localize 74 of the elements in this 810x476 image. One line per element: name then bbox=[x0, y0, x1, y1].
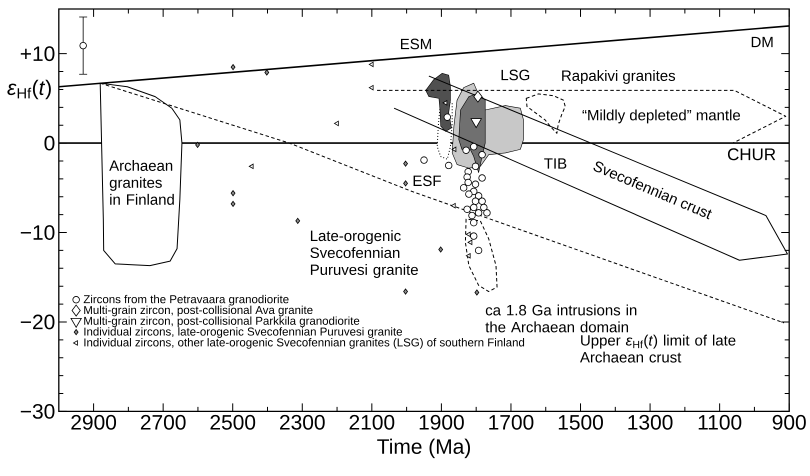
legend-label: Multi-grain zircon, post-collisional Ava granite bbox=[84, 305, 313, 316]
annotation: ESF bbox=[414, 175, 441, 186]
x-tick-label: 2500 bbox=[210, 414, 256, 430]
point bbox=[465, 190, 473, 198]
x-tick-label: 2300 bbox=[280, 414, 325, 430]
point bbox=[478, 174, 486, 182]
point bbox=[230, 64, 236, 70]
point bbox=[444, 113, 451, 121]
point bbox=[468, 239, 472, 245]
legend-label: Individual zircons, other late-orogenic Svecofennian granites (LSG) of southern Finland bbox=[84, 338, 524, 348]
annotation: Rapakivi granites bbox=[562, 70, 676, 84]
x-tick-label: 1700 bbox=[489, 414, 534, 430]
point bbox=[470, 142, 478, 150]
annotation: Late-orogenic Svecofennian Puruvesi granite bbox=[310, 230, 418, 278]
point bbox=[334, 120, 339, 126]
y-tick-label: −30 bbox=[20, 404, 54, 419]
point bbox=[466, 231, 471, 237]
point bbox=[368, 84, 374, 90]
point bbox=[463, 205, 471, 213]
point bbox=[470, 204, 478, 211]
point bbox=[473, 90, 482, 102]
x-tick-label: 1300 bbox=[628, 414, 673, 430]
annotation: DM bbox=[752, 36, 773, 47]
point bbox=[474, 289, 480, 296]
point bbox=[403, 160, 408, 166]
point bbox=[478, 150, 486, 158]
legend-label: Individual zircons, late-orogenic Svecofennian Puruvesi granite bbox=[84, 327, 402, 338]
point bbox=[195, 142, 200, 148]
point bbox=[472, 180, 480, 188]
point bbox=[452, 146, 456, 152]
point bbox=[438, 246, 444, 252]
ref-line-label: CHUR bbox=[728, 148, 776, 160]
y-tick-label: −10 bbox=[20, 224, 54, 240]
annotation: TIB bbox=[544, 158, 566, 168]
point bbox=[462, 146, 470, 154]
y-axis-title: ε$_{Hf}$(t) bbox=[7, 79, 51, 99]
point bbox=[474, 208, 482, 216]
point bbox=[445, 162, 452, 169]
point bbox=[79, 42, 87, 50]
point bbox=[295, 218, 300, 224]
y-tick-label: +10 bbox=[20, 46, 54, 61]
y-tick-label: 0 bbox=[44, 135, 54, 150]
point bbox=[403, 180, 408, 186]
x-tick-label: 2900 bbox=[71, 414, 116, 430]
point bbox=[403, 288, 408, 294]
point bbox=[472, 162, 480, 170]
x-tick-label: 1900 bbox=[420, 414, 464, 430]
point bbox=[450, 202, 456, 208]
legend-label: Multi-grain zircon, post-collisional Parkkila granodiorite bbox=[84, 316, 360, 327]
x-tick-label: 2100 bbox=[350, 414, 394, 430]
point bbox=[470, 232, 478, 240]
point bbox=[442, 100, 448, 106]
point bbox=[368, 62, 374, 67]
point bbox=[230, 190, 236, 196]
annotation: “Mildly depleted” mantle bbox=[582, 109, 740, 124]
x-axis-title: Time (Ma) bbox=[377, 438, 470, 458]
point bbox=[468, 212, 476, 219]
point bbox=[483, 208, 491, 216]
point bbox=[464, 178, 472, 186]
annotation: Upper ε$_{Hf}$(t) limit of late Archaean crust bbox=[580, 334, 736, 362]
y-tick-label: −20 bbox=[20, 314, 54, 330]
x-tick-label: 900 bbox=[772, 414, 806, 430]
point bbox=[466, 252, 471, 258]
x-tick-label: 2700 bbox=[140, 414, 186, 430]
point bbox=[420, 156, 428, 164]
point bbox=[230, 200, 236, 207]
legend-label: Zircons from the Petravaara granodiorite bbox=[84, 294, 289, 306]
x-tick-label: 1100 bbox=[698, 414, 742, 430]
x-tick-label: 1500 bbox=[558, 414, 603, 430]
annotation: ESM bbox=[400, 38, 431, 50]
point bbox=[474, 246, 482, 254]
annotation: Archaean granites in Finland bbox=[109, 160, 174, 205]
point bbox=[248, 163, 254, 169]
annotation: LSG bbox=[502, 69, 530, 80]
